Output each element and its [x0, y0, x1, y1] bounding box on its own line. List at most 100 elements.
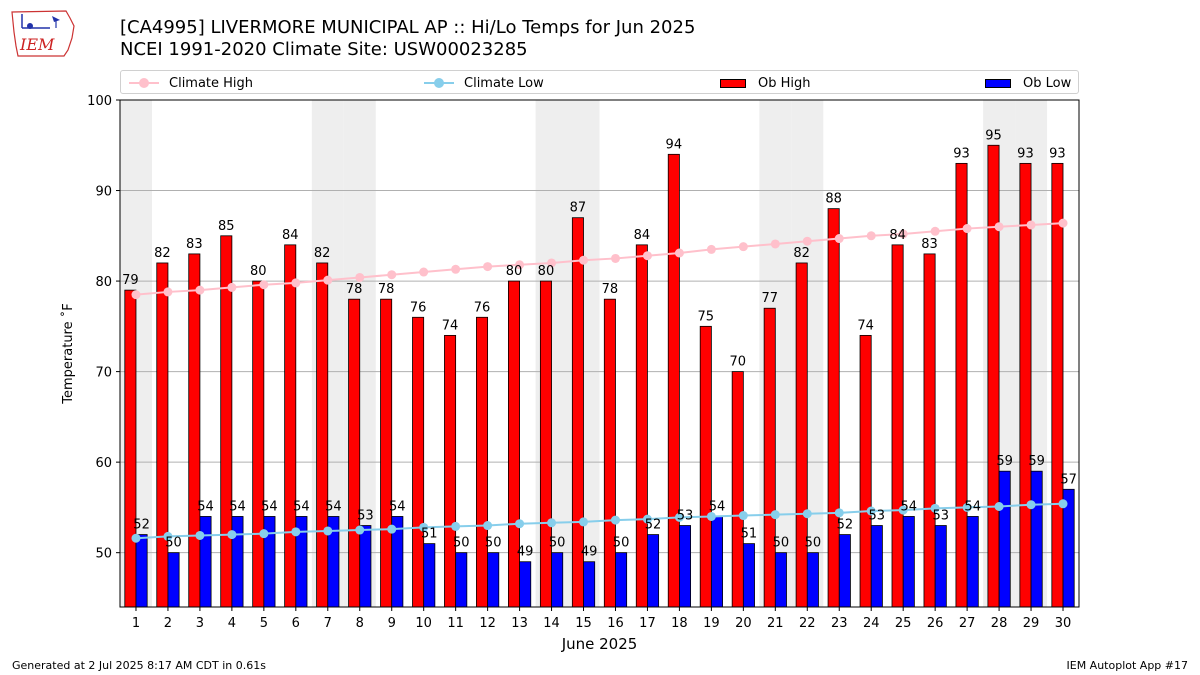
ob-low-bar — [902, 516, 915, 608]
ob-low-label: 50 — [773, 536, 790, 551]
climate-high-point — [930, 226, 940, 236]
ob-low-label: 50 — [805, 536, 822, 551]
ob-high-bar — [859, 334, 872, 608]
climate-low-point — [355, 525, 365, 535]
x-tick-label: 30 — [1055, 616, 1072, 631]
climate-high-point — [323, 275, 333, 285]
x-tick-label: 6 — [292, 616, 300, 631]
climate-high-point — [738, 242, 748, 252]
y-tick-label: 50 — [95, 547, 112, 562]
climate-high-point — [1058, 218, 1068, 228]
chart-title: [CA4995] LIVERMORE MUNICIPAL AP :: Hi/Lo… — [120, 17, 696, 38]
climate-low-point — [291, 527, 301, 537]
ob-high-bar — [603, 298, 616, 608]
climate-low-point — [323, 526, 333, 536]
ob-low-swatch — [985, 78, 1011, 88]
ob-low-label: 54 — [293, 499, 310, 514]
ob-high-bar — [635, 244, 648, 608]
ob-low-bar — [870, 525, 883, 608]
ob-low-label: 49 — [581, 545, 598, 560]
climate-low-point — [579, 517, 589, 527]
ob-low-label: 59 — [1028, 454, 1045, 469]
ob-high-bar — [923, 253, 936, 608]
x-tick-label: 19 — [703, 616, 720, 631]
climate-high-swatch — [129, 74, 159, 92]
ob-low-bar — [487, 552, 500, 608]
climate-low-point — [930, 503, 940, 513]
app-credit: IEM Autoplot App #17 — [1066, 659, 1189, 672]
ob-high-label: 78 — [602, 282, 619, 297]
x-axis-label: June 2025 — [561, 635, 638, 653]
ob-high-label: 82 — [154, 246, 171, 261]
legend-item-climate-high: Climate High — [129, 74, 253, 92]
x-tick-label: 2 — [164, 616, 172, 631]
climate-low-point — [642, 514, 652, 524]
y-tick-label: 80 — [95, 275, 112, 290]
ob-high-bar — [252, 280, 265, 608]
ob-high-label: 94 — [666, 137, 683, 152]
ob-high-swatch — [720, 78, 746, 88]
ob-high-label: 79 — [122, 273, 139, 288]
legend-label-climate-high: Climate High — [169, 75, 254, 91]
ob-high-bar — [444, 334, 457, 608]
ob-high-label: 82 — [314, 246, 331, 261]
climate-low-point — [387, 524, 397, 534]
x-tick-label: 29 — [1023, 616, 1040, 631]
ob-low-label: 54 — [229, 499, 246, 514]
climate-high-point — [259, 280, 269, 290]
ob-high-label: 85 — [218, 219, 235, 234]
x-tick-label: 15 — [575, 616, 592, 631]
climate-high-point — [163, 287, 173, 297]
ob-low-label: 54 — [389, 499, 406, 514]
ob-low-bar — [934, 525, 947, 608]
ob-low-bar — [774, 552, 787, 608]
ob-low-bar — [359, 525, 372, 608]
ob-high-bar — [284, 244, 297, 608]
ob-high-label: 70 — [729, 355, 746, 370]
ob-high-bar — [348, 298, 361, 608]
climate-high-point — [483, 262, 493, 272]
x-tick-label: 10 — [415, 616, 432, 631]
legend-label-ob-high: Ob High — [758, 75, 811, 91]
ob-high-bar — [1051, 162, 1064, 608]
ob-low-label: 52 — [837, 518, 854, 533]
ob-low-bar — [966, 516, 979, 608]
climate-high-point — [195, 285, 205, 295]
ob-low-label: 52 — [133, 518, 150, 533]
climate-high-point — [451, 264, 461, 274]
legend-label-ob-low: Ob Low — [1023, 75, 1072, 91]
ob-high-bar — [412, 316, 425, 608]
ob-low-label: 50 — [549, 536, 566, 551]
ob-high-bar — [316, 262, 329, 608]
x-tick-label: 23 — [831, 616, 848, 631]
ob-low-bar — [231, 516, 244, 608]
ob-high-label: 82 — [793, 246, 810, 261]
climate-high-point — [898, 229, 908, 239]
logo-text: IEM — [19, 35, 55, 54]
ob-high-bar — [795, 262, 808, 608]
legend-item-ob-high: Ob High — [720, 74, 811, 92]
climate-low-point — [610, 515, 620, 525]
ob-low-label: 54 — [261, 499, 278, 514]
climate-high-point — [834, 234, 844, 244]
ob-low-bar — [710, 516, 723, 608]
ob-low-label: 51 — [741, 527, 758, 542]
legend-item-climate-low: Climate Low — [424, 74, 544, 92]
chart-subtitle: NCEI 1991-2020 Climate Site: USW00023285 — [120, 39, 528, 60]
ob-low-bar — [519, 561, 532, 608]
climate-low-point — [770, 510, 780, 520]
ob-high-label: 74 — [442, 318, 459, 333]
x-tick-label: 8 — [356, 616, 364, 631]
ob-low-bar — [615, 552, 628, 608]
legend: Climate High Climate Low Ob High Ob Low — [120, 70, 1079, 94]
ob-low-label: 49 — [517, 545, 534, 560]
ob-high-label: 74 — [857, 318, 874, 333]
ob-high-bar — [827, 208, 840, 608]
climate-low-point — [674, 512, 684, 522]
ob-low-label: 52 — [645, 518, 662, 533]
ob-high-label: 75 — [698, 309, 715, 324]
y-axis-label: Temperature ˚F — [60, 303, 76, 404]
ob-low-bar — [998, 470, 1011, 608]
climate-low-point — [994, 502, 1004, 512]
ob-high-label: 78 — [378, 282, 395, 297]
